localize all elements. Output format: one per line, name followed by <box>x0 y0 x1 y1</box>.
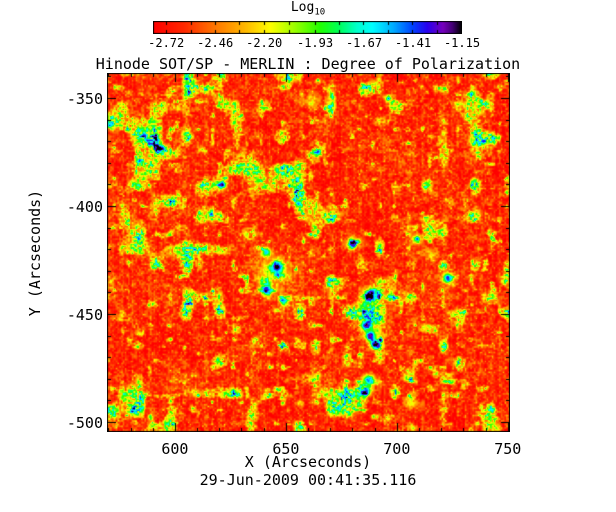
y-tick-label: -500 <box>66 414 103 433</box>
colorbar-title-text: Log <box>290 0 315 15</box>
x-tick-label: 750 <box>494 440 522 458</box>
x-tick-label: 600 <box>161 440 189 458</box>
colorbar-tick-label: -1.93 <box>296 36 334 50</box>
colorbar-tick-label: -2.72 <box>148 36 185 50</box>
x-tick-label: 650 <box>272 440 300 458</box>
y-axis-label: Y (Arcseconds) <box>26 189 44 317</box>
y-tick-label: -400 <box>66 198 103 217</box>
colorbar-tick-label: -1.15 <box>443 36 481 50</box>
x-tick-label: 700 <box>383 440 411 458</box>
colorbar-tick-label: -1.41 <box>394 36 432 50</box>
heatmap-image <box>107 73 510 432</box>
colorbar-tick-label: -2.46 <box>197 36 234 50</box>
colorbar-title-subscript: 10 <box>314 7 326 18</box>
x-axis-label: X (Arcseconds) <box>244 453 372 471</box>
y-tick-label: -450 <box>66 306 103 325</box>
colorbar-tick-label: -2.20 <box>246 36 283 50</box>
colorbar-gradient <box>153 21 462 34</box>
colorbar-title: Log10 <box>0 0 616 18</box>
timestamp: 29-Jun-2009 00:41:35.116 <box>199 471 417 489</box>
colorbar-tick-label: -1.67 <box>345 36 383 50</box>
y-tick-label: -350 <box>66 90 103 109</box>
chart-title: Hinode SOT/SP - MERLIN : Degree of Polar… <box>95 55 521 73</box>
